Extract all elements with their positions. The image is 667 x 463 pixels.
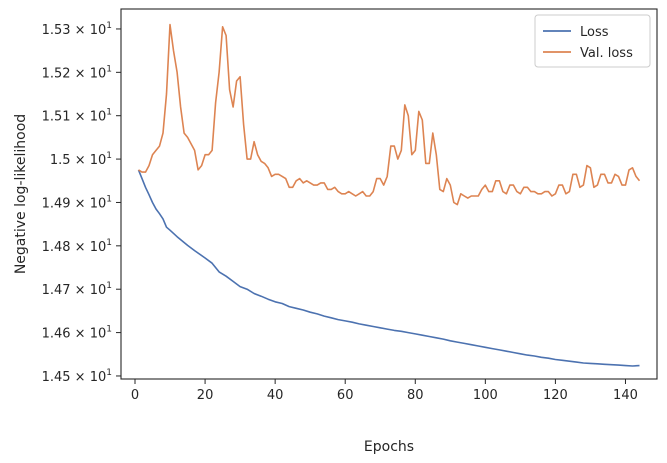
x-tick-label: 100 [473,388,498,403]
y-tick-label: 1.49 × 101 [42,194,112,211]
y-tick-label: 1.48 × 101 [42,238,112,255]
legend-label: Val. loss [580,46,633,61]
series-line-loss [137,169,640,367]
x-tick-label: 20 [197,388,214,403]
series-line-val-loss [138,23,641,206]
y-tick-label: 1.53 × 101 [42,21,112,38]
x-tick-label: 40 [267,388,284,403]
plot-frame [120,8,658,380]
x-tick-label: 80 [407,388,424,403]
y-tick-label: 1.52 × 101 [42,64,112,81]
legend: Loss Val. loss [534,14,651,68]
y-tick-label: 1.5 × 101 [50,151,112,168]
y-tick-label: 1.47 × 101 [42,281,112,298]
y-tick-label: 1.46 × 101 [42,325,112,342]
y-tick-label: 1.51 × 101 [42,108,112,125]
ticks-layer: 0 20 40 60 80 100 120 140 1.45 × 101 1.46 × 101 1.… [42,21,638,403]
y-axis-label: Negative log-likelihood [13,114,29,274]
x-tick-label: 140 [613,388,638,403]
x-tick-label: 60 [337,388,354,403]
series-layer [137,23,641,367]
legend-box [534,14,651,68]
legend-label: Loss [580,25,609,40]
x-tick-label: 120 [543,388,568,403]
x-axis-label: Epochs [364,439,414,455]
x-tick-label: 0 [131,388,139,403]
y-tick-label: 1.45 × 101 [42,368,112,385]
